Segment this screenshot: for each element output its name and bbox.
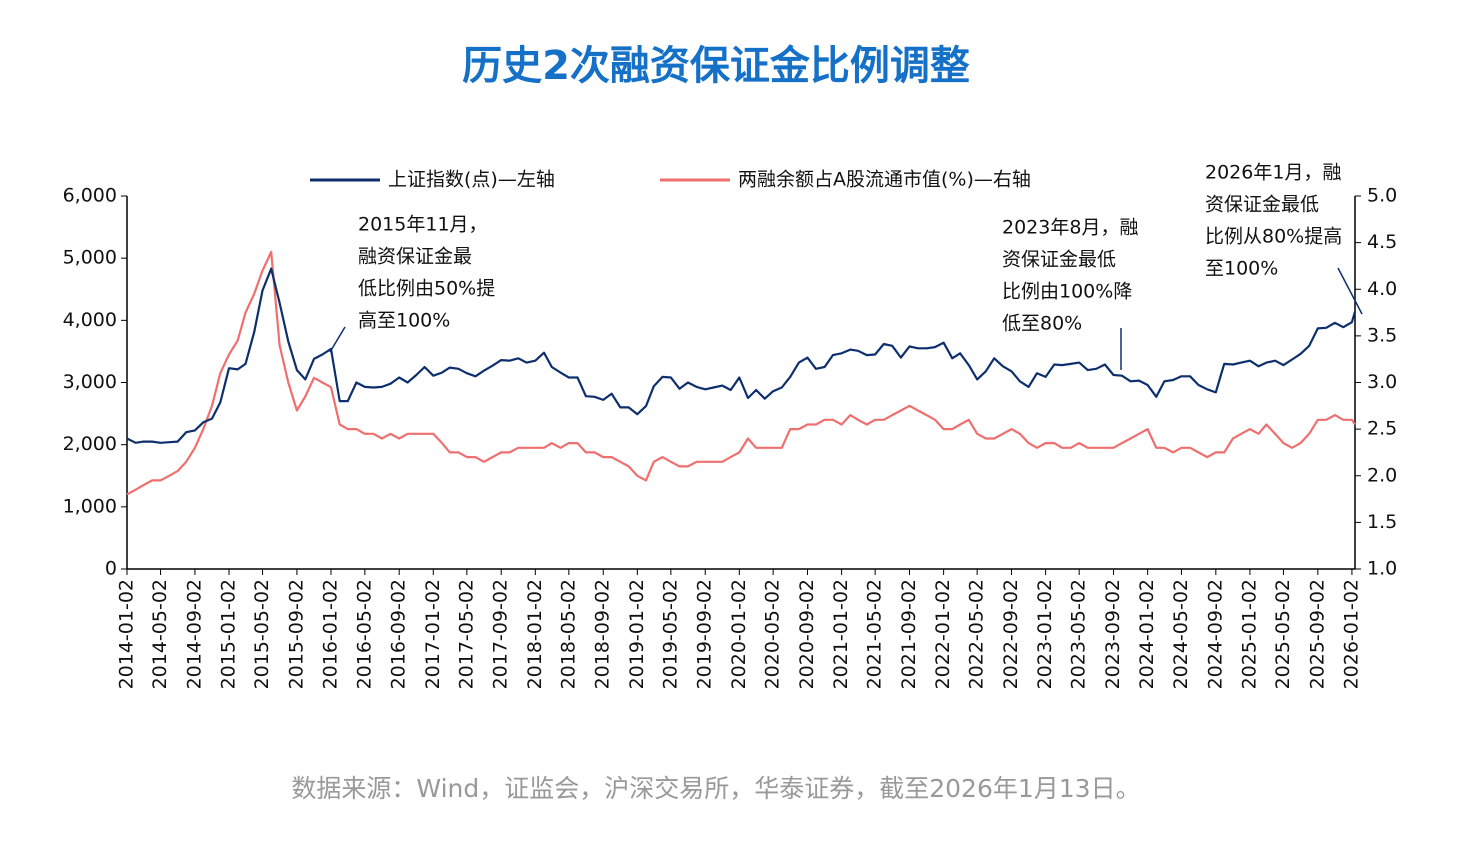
source-note: 数据来源：Wind，证监会，沪深交易所，华泰证券，截至2026年1月13日。 <box>291 774 1140 803</box>
x-tick-label: 2019-05-02 <box>659 579 681 689</box>
x-tick-label: 2024-05-02 <box>1170 579 1192 689</box>
x-tick-label: 2018-01-02 <box>524 579 546 689</box>
x-tick-label: 2016-05-02 <box>353 579 375 689</box>
x-tick-label: 2024-09-02 <box>1204 579 1226 689</box>
y2-tick-label: 3.0 <box>1367 371 1397 393</box>
x-tick-label: 2014-01-02 <box>116 579 138 689</box>
x-tick-label: 2025-01-02 <box>1238 579 1260 689</box>
legend-label: 上证指数(点)—左轴 <box>388 169 555 191</box>
annotation: 至100% <box>1205 258 1278 280</box>
x-tick-label: 2024-01-02 <box>1136 579 1158 689</box>
chart-title: 历史2次融资保证金比例调整 <box>462 43 970 89</box>
x-tick-label: 2020-09-02 <box>796 579 818 689</box>
y-tick-label: 0 <box>105 558 117 580</box>
x-tick-label: 2025-05-02 <box>1272 579 1294 689</box>
y-tick-label: 1,000 <box>63 495 117 517</box>
data-line <box>126 250 1356 496</box>
y2-tick-label: 1.0 <box>1367 558 1397 580</box>
x-tick-label: 2018-05-02 <box>557 579 579 689</box>
annotation: 2015年11月， <box>358 214 488 236</box>
x-tick-label: 2015-09-02 <box>285 579 307 689</box>
y-tick-label: 2,000 <box>63 433 117 455</box>
annotation: 融资保证金最 <box>358 246 472 268</box>
annotation: 低至80% <box>1002 313 1082 335</box>
y-tick-label: 5,000 <box>63 247 117 269</box>
annotation-pointer <box>1337 267 1363 315</box>
annotation: 比例从80%提高 <box>1205 226 1342 248</box>
x-tick-label: 2021-09-02 <box>898 579 920 689</box>
x-tick-label: 2021-01-02 <box>830 579 852 689</box>
y2-tick-label: 4.5 <box>1367 231 1397 253</box>
x-tick-label: 2022-09-02 <box>1000 579 1022 689</box>
x-tick-label: 2017-01-02 <box>422 579 444 689</box>
annotation: 2026年1月，融 <box>1205 162 1341 184</box>
x-tick-label: 2023-01-02 <box>1034 579 1056 689</box>
x-tick-label: 2023-09-02 <box>1102 579 1124 689</box>
y-tick-label: 4,000 <box>63 309 117 331</box>
annotation: 低比例由50%提 <box>358 278 495 300</box>
x-tick-label: 2015-01-02 <box>218 579 240 689</box>
x-tick-label: 2023-05-02 <box>1068 579 1090 689</box>
x-tick-label: 2020-05-02 <box>762 579 784 689</box>
x-tick-label: 2019-01-02 <box>626 579 648 689</box>
annotation: 资保证金最低 <box>1002 249 1116 271</box>
x-tick-label: 2022-05-02 <box>966 579 988 689</box>
x-tick-label: 2015-05-02 <box>251 579 273 689</box>
y2-tick-label: 1.5 <box>1367 511 1397 533</box>
x-tick-label: 2016-09-02 <box>388 579 410 689</box>
x-tick-label: 2026-01-02 <box>1340 579 1362 689</box>
y-tick-label: 6,000 <box>63 185 117 207</box>
y2-tick-label: 5.0 <box>1367 185 1397 207</box>
annotation: 高至100% <box>358 310 450 332</box>
x-tick-label: 2018-09-02 <box>592 579 614 689</box>
y2-tick-label: 2.0 <box>1367 464 1397 486</box>
annotation: 2023年8月，融 <box>1002 217 1138 239</box>
x-tick-label: 2014-09-02 <box>183 579 205 689</box>
x-tick-label: 2014-05-02 <box>149 579 171 689</box>
y2-tick-label: 3.5 <box>1367 324 1397 346</box>
y2-tick-label: 2.5 <box>1367 418 1397 440</box>
y2-tick-label: 4.0 <box>1367 278 1397 300</box>
annotation-pointer <box>329 326 346 353</box>
annotation: 资保证金最低 <box>1205 194 1319 216</box>
x-tick-label: 2016-01-02 <box>320 579 342 689</box>
x-tick-label: 2025-09-02 <box>1306 579 1328 689</box>
legend-label: 两融余额占A股流通市值(%)—右轴 <box>738 169 1031 191</box>
y-tick-label: 3,000 <box>63 371 117 393</box>
x-tick-label: 2020-01-02 <box>728 579 750 689</box>
x-tick-label: 2019-09-02 <box>694 579 716 689</box>
x-tick-label: 2017-05-02 <box>455 579 477 689</box>
data-line <box>126 267 1357 444</box>
annotation: 比例由100%降 <box>1002 281 1132 303</box>
x-tick-label: 2021-05-02 <box>864 579 886 689</box>
x-tick-label: 2022-01-02 <box>932 579 954 689</box>
x-tick-label: 2017-09-02 <box>490 579 512 689</box>
